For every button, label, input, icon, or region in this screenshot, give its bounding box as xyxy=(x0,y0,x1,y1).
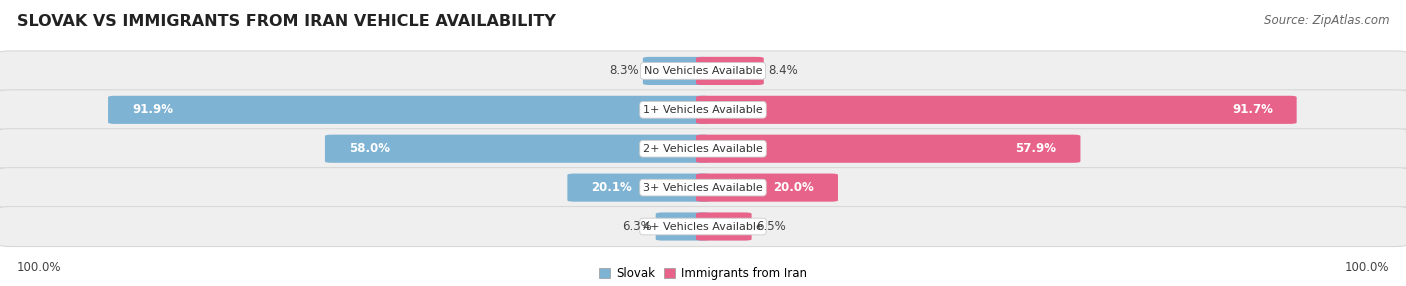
Text: 91.7%: 91.7% xyxy=(1232,103,1272,116)
Text: 8.4%: 8.4% xyxy=(768,64,797,78)
Text: 8.3%: 8.3% xyxy=(609,64,638,78)
FancyBboxPatch shape xyxy=(0,206,1406,247)
Text: 6.5%: 6.5% xyxy=(756,220,786,233)
FancyBboxPatch shape xyxy=(655,212,710,241)
FancyBboxPatch shape xyxy=(643,57,710,85)
Text: 20.1%: 20.1% xyxy=(592,181,633,194)
Text: 3+ Vehicles Available: 3+ Vehicles Available xyxy=(643,183,763,192)
FancyBboxPatch shape xyxy=(0,51,1406,91)
FancyBboxPatch shape xyxy=(696,135,1080,163)
Text: 100.0%: 100.0% xyxy=(17,261,62,274)
Text: Source: ZipAtlas.com: Source: ZipAtlas.com xyxy=(1264,14,1389,27)
FancyBboxPatch shape xyxy=(696,212,752,241)
FancyBboxPatch shape xyxy=(568,174,710,202)
Text: SLOVAK VS IMMIGRANTS FROM IRAN VEHICLE AVAILABILITY: SLOVAK VS IMMIGRANTS FROM IRAN VEHICLE A… xyxy=(17,14,555,29)
FancyBboxPatch shape xyxy=(696,96,1296,124)
FancyBboxPatch shape xyxy=(0,129,1406,169)
Text: No Vehicles Available: No Vehicles Available xyxy=(644,66,762,76)
Text: 91.9%: 91.9% xyxy=(132,103,173,116)
FancyBboxPatch shape xyxy=(325,135,710,163)
FancyBboxPatch shape xyxy=(696,174,838,202)
Text: 58.0%: 58.0% xyxy=(349,142,389,155)
FancyBboxPatch shape xyxy=(0,168,1406,208)
Text: 1+ Vehicles Available: 1+ Vehicles Available xyxy=(643,105,763,115)
Legend: Slovak, Immigrants from Iran: Slovak, Immigrants from Iran xyxy=(599,267,807,280)
FancyBboxPatch shape xyxy=(0,90,1406,130)
Text: 100.0%: 100.0% xyxy=(1344,261,1389,274)
FancyBboxPatch shape xyxy=(108,96,710,124)
Text: 57.9%: 57.9% xyxy=(1015,142,1056,155)
Text: 6.3%: 6.3% xyxy=(621,220,651,233)
Text: 2+ Vehicles Available: 2+ Vehicles Available xyxy=(643,144,763,154)
Text: 4+ Vehicles Available: 4+ Vehicles Available xyxy=(643,222,763,231)
Text: 20.0%: 20.0% xyxy=(773,181,814,194)
FancyBboxPatch shape xyxy=(696,57,763,85)
